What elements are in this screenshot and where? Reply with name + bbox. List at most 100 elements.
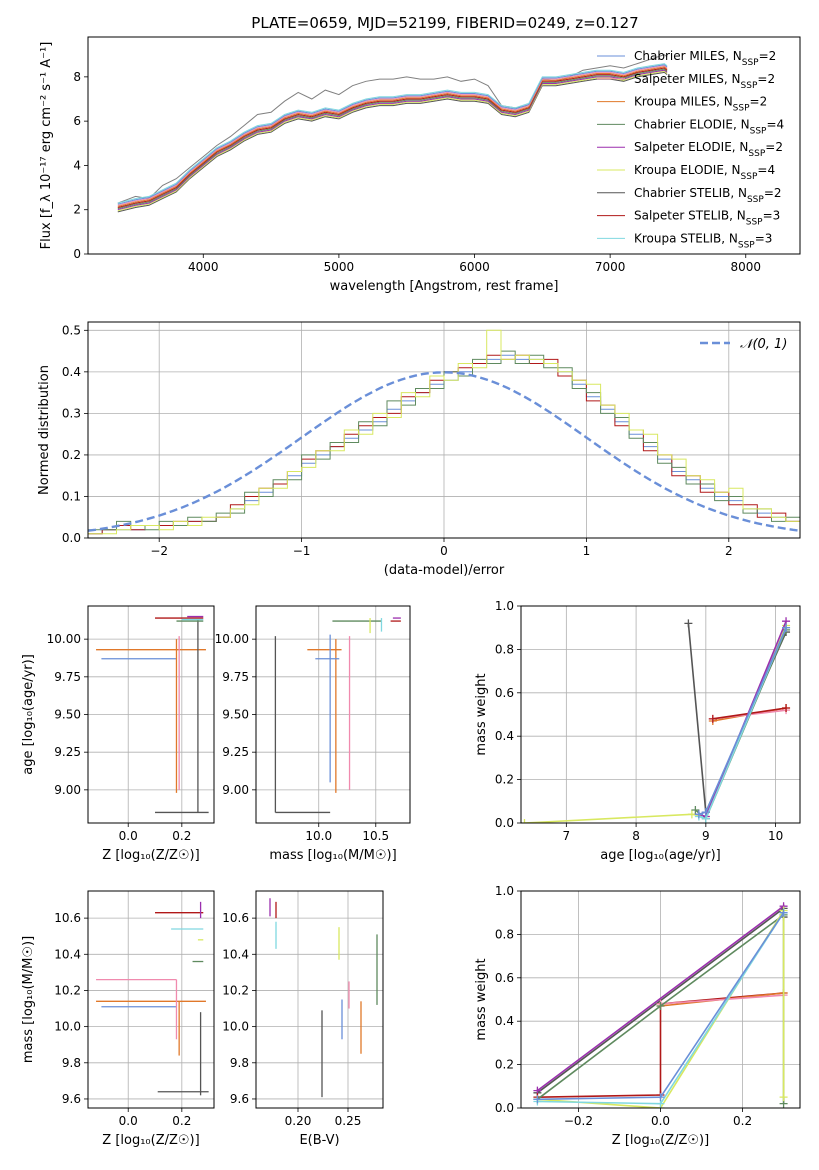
residuals-ytick-label: 0.0 — [62, 531, 81, 545]
age_vs_mass-ytick-label: 10.00 — [215, 632, 249, 646]
age_vs_Z-axes: 0.0 0.2 9.00 9.25 9.50 9.75 10.00 Z [log₁₀(Z/Z☉… — [21, 606, 214, 863]
spectrum-plot-area — [117, 54, 668, 213]
residuals-ytick-label: 0.5 — [62, 323, 81, 337]
age_vs_mass-frame — [255, 605, 411, 824]
mass_vs_Z-ytick-label: 10.0 — [54, 1020, 81, 1034]
model-spectrum-line — [117, 68, 668, 210]
legend-model-name: Chabrier STELIB — [634, 186, 730, 200]
age_vs_mass-xtick-label: 10.5 — [362, 829, 389, 843]
age_vs_Z-ylabel: age [log₁₀(age/yr)] — [21, 654, 36, 775]
mass_vs_Z-plot-area — [96, 901, 209, 1096]
legend-subscript: SSP — [750, 126, 767, 136]
mass-weight-marker — [521, 819, 529, 823]
mass-weight-marker — [708, 714, 717, 723]
mass-weight-line — [536, 905, 785, 1092]
mass-weight-line — [537, 992, 784, 1098]
mass-weight-marker — [779, 908, 788, 917]
page-title: PLATE=0659, MJD=52199, FIBERID=0249, z=0… — [251, 14, 638, 32]
mass-weight-marker — [694, 810, 703, 819]
residuals-ytick-label: 0.4 — [62, 365, 81, 379]
legend-label: Kroupa MILES, NSSP=2 — [634, 95, 767, 114]
residuals-ytick-label: 0.2 — [62, 448, 81, 462]
residuals-xtick-label: 2 — [725, 544, 733, 558]
mass-weight-line — [524, 625, 787, 823]
spectrum-ytick-label: 2 — [73, 203, 81, 217]
legend-n-value: 4 — [767, 163, 775, 177]
age_vs_mass-ytick-label: 9.00 — [222, 783, 249, 797]
legend-sep: , N — [724, 72, 741, 86]
mass_vs_Z-axes: 0.0 0.2 9.6 9.8 10.0 10.2 10.4 10.6 Z [log₁₀(Z/Z… — [21, 891, 214, 1148]
legend-model-name: Chabrier ELODIE — [634, 117, 733, 131]
weight_vs_age-ytick-label: 0.0 — [495, 816, 514, 830]
weight_vs_age-xtick-label: 10 — [768, 829, 783, 843]
legend-n-value: 2 — [769, 49, 777, 63]
weight_vs_Z-ytick-label: 0.0 — [495, 1101, 514, 1115]
model-spectrum-line — [117, 67, 668, 208]
legend-model-name: Chabrier MILES — [634, 49, 725, 63]
mass-weight-marker — [533, 1095, 542, 1104]
spectrum-xtick-label: 4000 — [188, 260, 219, 274]
legend-subscript: SSP — [747, 195, 764, 205]
age_vs_mass-ytick-label: 9.50 — [222, 708, 249, 722]
legend-sep: , N — [729, 209, 746, 223]
legend-label: Chabrier STELIB, NSSP=2 — [634, 186, 782, 205]
legend-sep: , N — [725, 49, 742, 63]
residuals-ytick-label: 0.1 — [62, 489, 81, 503]
legend-n-prefix: = — [750, 95, 760, 109]
legend-n-value: 3 — [773, 209, 781, 223]
mass-weight-marker — [684, 619, 693, 628]
residuals-xtick-label: 0 — [440, 544, 448, 558]
mass-weight-marker — [656, 1093, 665, 1102]
mass_vs_ebv-ytick-label: 10.0 — [222, 1020, 249, 1034]
legend-model-name: Kroupa ELODIE — [634, 163, 724, 177]
legend-subscript: SSP — [742, 58, 759, 68]
age_vs_Z-xlabel: Z [log₁₀(Z/Z☉)] — [102, 848, 199, 863]
legend-label: Salpeter ELODIE, NSSP=2 — [634, 140, 783, 159]
weight_vs_age-ylabel: mass weight — [474, 673, 489, 755]
legend-n-prefix: = — [764, 186, 774, 200]
spectrum-ytick-label: 8 — [73, 70, 81, 84]
age_vs_mass-ytick-label: 9.25 — [222, 745, 249, 759]
weight_vs_age-xtick-label: 7 — [563, 829, 571, 843]
weight_vs_Z-xtick-label: 0.2 — [733, 1114, 752, 1128]
spectrum-xlabel: wavelength [Angstrom, rest frame] — [330, 279, 559, 294]
mass-weight-marker — [656, 1002, 665, 1011]
residuals-xtick-label: −1 — [293, 544, 311, 558]
mass_vs_Z-frame — [87, 890, 215, 1109]
age_vs_Z-frame — [87, 605, 215, 824]
legend-model-name: Salpeter MILES — [634, 72, 724, 86]
spectrum-ytick-label: 6 — [73, 114, 81, 128]
residuals-plot-area — [88, 329, 800, 535]
mass-weight-marker — [701, 808, 710, 817]
weight_vs_Z-ytick-label: 0.4 — [495, 1014, 514, 1028]
age_vs_mass-plot-area — [274, 617, 401, 814]
mass_vs_Z-ylabel: mass [log₁₀(M/M☉)] — [21, 936, 36, 1063]
age_vs_mass-axes: 10.0 10.5 9.00 9.25 9.50 9.75 10.00 mass [log₁₀… — [215, 606, 410, 863]
legend-sep: , N — [716, 95, 733, 109]
weight_vs_age-ytick-label: 0.8 — [495, 642, 514, 656]
spectrum-frame — [87, 36, 801, 255]
weight_vs_Z-xtick-label: −0.2 — [564, 1114, 593, 1128]
residuals-ylabel: Normed distribution — [37, 365, 52, 495]
spectrum-ytick-label: 4 — [73, 158, 81, 172]
legend-n-prefix: = — [755, 231, 765, 245]
weight_vs_Z-ytick-label: 0.6 — [495, 971, 514, 985]
spectrum-xtick-label: 8000 — [730, 260, 761, 274]
weight_vs_Z-ytick-label: 0.2 — [495, 1058, 514, 1072]
normal-legend-label: 𝒩(0, 1) — [740, 337, 787, 352]
legend-subscript: SSP — [733, 104, 750, 114]
spectrum-xtick-label: 6000 — [459, 260, 490, 274]
weight_vs_Z-frame — [520, 890, 801, 1109]
legend-model-name: Salpeter STELIB — [634, 209, 729, 223]
age_vs_Z-ytick-label: 9.00 — [54, 783, 81, 797]
mass_vs_Z-ytick-label: 10.2 — [54, 983, 81, 997]
mass_vs_Z-ytick-label: 10.4 — [54, 947, 81, 961]
legend-subscript: SSP — [741, 81, 758, 91]
mass_vs_ebv-axes: 0.20 0.25 9.6 9.8 10.0 10.2 10.4 10.6 E(B-V) — [222, 891, 383, 1148]
model-spectrum-line — [117, 71, 668, 213]
weight_vs_Z-plot-area — [533, 902, 788, 1108]
legend-sep: , N — [724, 163, 741, 177]
legend-n-prefix: = — [757, 163, 767, 177]
mass-weight-marker — [691, 805, 700, 814]
residuals-xlabel: (data-model)/error — [384, 563, 505, 578]
